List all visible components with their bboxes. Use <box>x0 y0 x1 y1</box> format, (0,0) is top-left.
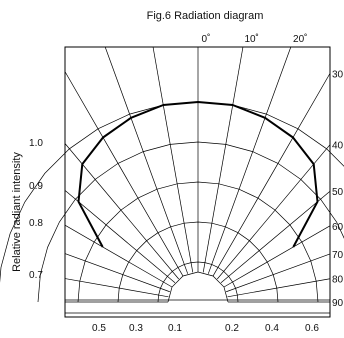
grid-spoke <box>220 190 331 283</box>
grid-inner-cap <box>167 271 229 303</box>
angle-label: 60 <box>332 222 344 233</box>
plot-frame <box>64 46 331 318</box>
grid-spoke <box>64 190 176 283</box>
angle-label: 0˚ <box>202 33 211 45</box>
grid-spoke <box>217 144 331 280</box>
chart-title: Fig.6 Radiation diagram <box>147 10 264 22</box>
grid-spoke <box>64 143 179 280</box>
grid-ring <box>157 261 239 303</box>
grid-spoke <box>64 224 173 288</box>
left-tick-label: 1.0 <box>29 138 43 149</box>
bottom-tick-label: 0.6 <box>305 323 319 334</box>
bottom-tick-label: 0.3 <box>129 323 143 334</box>
angle-label: 20˚ <box>293 33 307 45</box>
grid-spoke <box>64 253 170 293</box>
y-axis-label: Relative radiant intensity <box>11 152 23 272</box>
angle-label: 30 <box>332 69 344 80</box>
bottom-tick-label: 0.4 <box>265 323 279 334</box>
bottom-tick-label: 0.1 <box>168 323 182 334</box>
grid-ring <box>77 181 319 303</box>
grid-spoke <box>104 46 189 274</box>
left-tick-label: 0.9 <box>29 181 43 192</box>
grid-spoke <box>223 225 331 288</box>
angle-label: 40 <box>332 141 344 152</box>
grid-ring <box>117 221 279 303</box>
grid-spoke <box>226 253 331 293</box>
grid-spoke <box>202 46 244 273</box>
polar-grid <box>0 46 344 314</box>
radiation-curve-layer <box>77 101 319 248</box>
angle-label: 90 <box>332 298 344 309</box>
bottom-tick-label: 0.5 <box>92 323 106 334</box>
left-tick-label: 0.8 <box>29 218 43 229</box>
grid-spoke <box>212 73 331 277</box>
grid-spoke <box>64 71 184 277</box>
angle-label: 50 <box>332 187 344 198</box>
radiation-curve <box>77 101 319 248</box>
grid-spoke <box>207 46 292 274</box>
left-tick-label: 0.7 <box>29 270 43 281</box>
grid-spoke <box>152 46 194 273</box>
angle-label: 10˚ <box>244 33 258 45</box>
tick-labels: 0˚ 10˚ 20˚ 30 40 50 60 70 80 90 1.0 0.9 0.8 0.7 0.5 0.3… <box>29 33 344 334</box>
angle-label: 80 <box>332 275 344 286</box>
grid-spoke <box>64 278 169 298</box>
angle-label: 70 <box>332 250 344 261</box>
grid-spoke <box>227 278 331 298</box>
bottom-tick-label: 0.2 <box>225 323 239 334</box>
grid-ring <box>37 141 344 303</box>
